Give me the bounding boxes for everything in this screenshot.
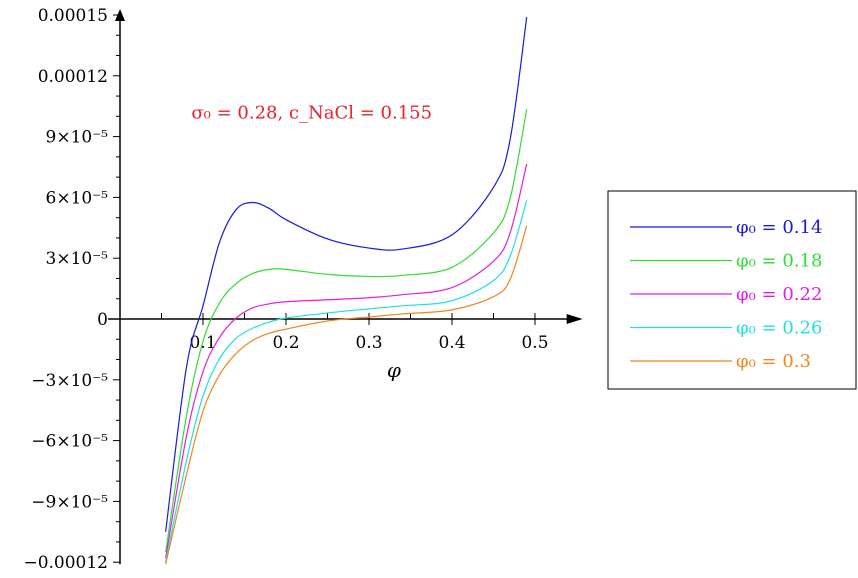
legend-entry-label: φ₀ = 0.14	[736, 217, 822, 238]
series-line-0	[165, 16, 528, 532]
legend-box	[607, 190, 857, 390]
series-line-1	[165, 109, 528, 553]
legend-entry-label: φ₀ = 0.3	[736, 351, 811, 372]
legend-entry-label: φ₀ = 0.22	[736, 284, 822, 305]
y-tick-label: 3×10⁻⁵	[46, 249, 109, 269]
y-tick-label: −3×10⁻⁵	[31, 371, 108, 391]
y-tick-label: −0.00012	[23, 553, 108, 573]
annotation-label: σ₀ = 0.28, c_NaCl = 0.155	[191, 102, 432, 123]
x-tick-label: 0.5	[521, 333, 548, 353]
series-line-2	[165, 163, 528, 559]
x-axis-title: φ	[387, 358, 401, 382]
y-tick-label: 0	[97, 310, 108, 330]
chart-legend: φ₀ = 0.14 φ₀ = 0.18 φ₀ = 0.22 φ₀ = 0.26 φ₀ =…	[607, 190, 857, 390]
legend-entry-label: φ₀ = 0.26	[736, 318, 822, 339]
y-tick-label: 0.00012	[38, 67, 108, 87]
plot-axes	[108, 8, 583, 565]
y-tick-label: 0.00015	[38, 6, 108, 26]
series-line-4	[165, 225, 528, 565]
y-tick-label: 6×10⁻⁵	[46, 188, 109, 208]
legend-entry-label: φ₀ = 0.18	[736, 251, 822, 272]
x-axis-arrow-icon	[566, 314, 583, 324]
plot-ticks: 0.1 0.2 0.3 0.4 0.50.000150.000129×10⁻⁵6×10⁻…	[23, 6, 548, 573]
plot-text: φ σ₀ = 0.28, c_NaCl = 0.155	[191, 102, 432, 382]
y-tick-label: −9×10⁻⁵	[31, 492, 108, 512]
plot-lines	[165, 16, 528, 565]
x-tick-label: 0.4	[438, 333, 465, 353]
y-tick-label: −6×10⁻⁵	[31, 432, 108, 452]
y-tick-label: 9×10⁻⁵	[46, 128, 109, 148]
series-line-3	[165, 200, 528, 563]
x-tick-label: 0.3	[355, 333, 382, 353]
x-tick-label: 0.2	[272, 333, 299, 353]
